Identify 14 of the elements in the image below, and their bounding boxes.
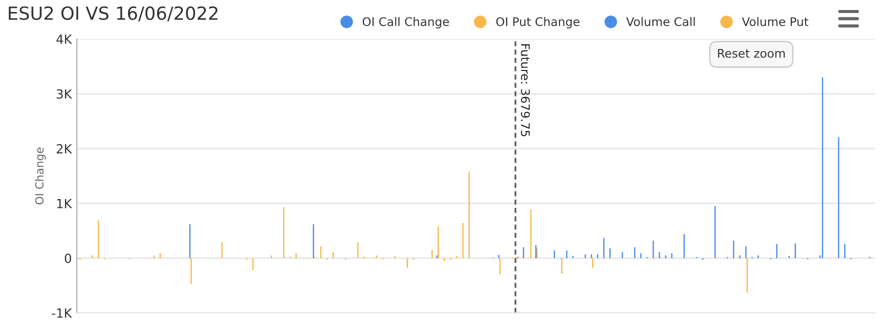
legend-label: OI Put Change: [496, 16, 580, 28]
annotation: Reset zoom: [718, 48, 785, 58]
legend-label: Volume Call: [626, 16, 695, 26]
legend-label: OI Call Change: [362, 16, 449, 28]
y-tick-label: 3K: [56, 89, 72, 99]
y-axis-title: OI Change: [34, 148, 46, 204]
legend-label: Volume Put: [742, 16, 808, 26]
y-tick-label: 0: [64, 254, 72, 264]
y-tick-label: 2K: [56, 144, 72, 154]
y-tick-label: 4K: [56, 34, 72, 44]
y-tick-label: 1K: [57, 198, 72, 208]
y-tick-label: -1K: [52, 308, 72, 318]
annotation: Future: 3679.75: [520, 44, 530, 136]
chart-title: ESU2 OI VS 16/06/2022: [8, 6, 218, 22]
